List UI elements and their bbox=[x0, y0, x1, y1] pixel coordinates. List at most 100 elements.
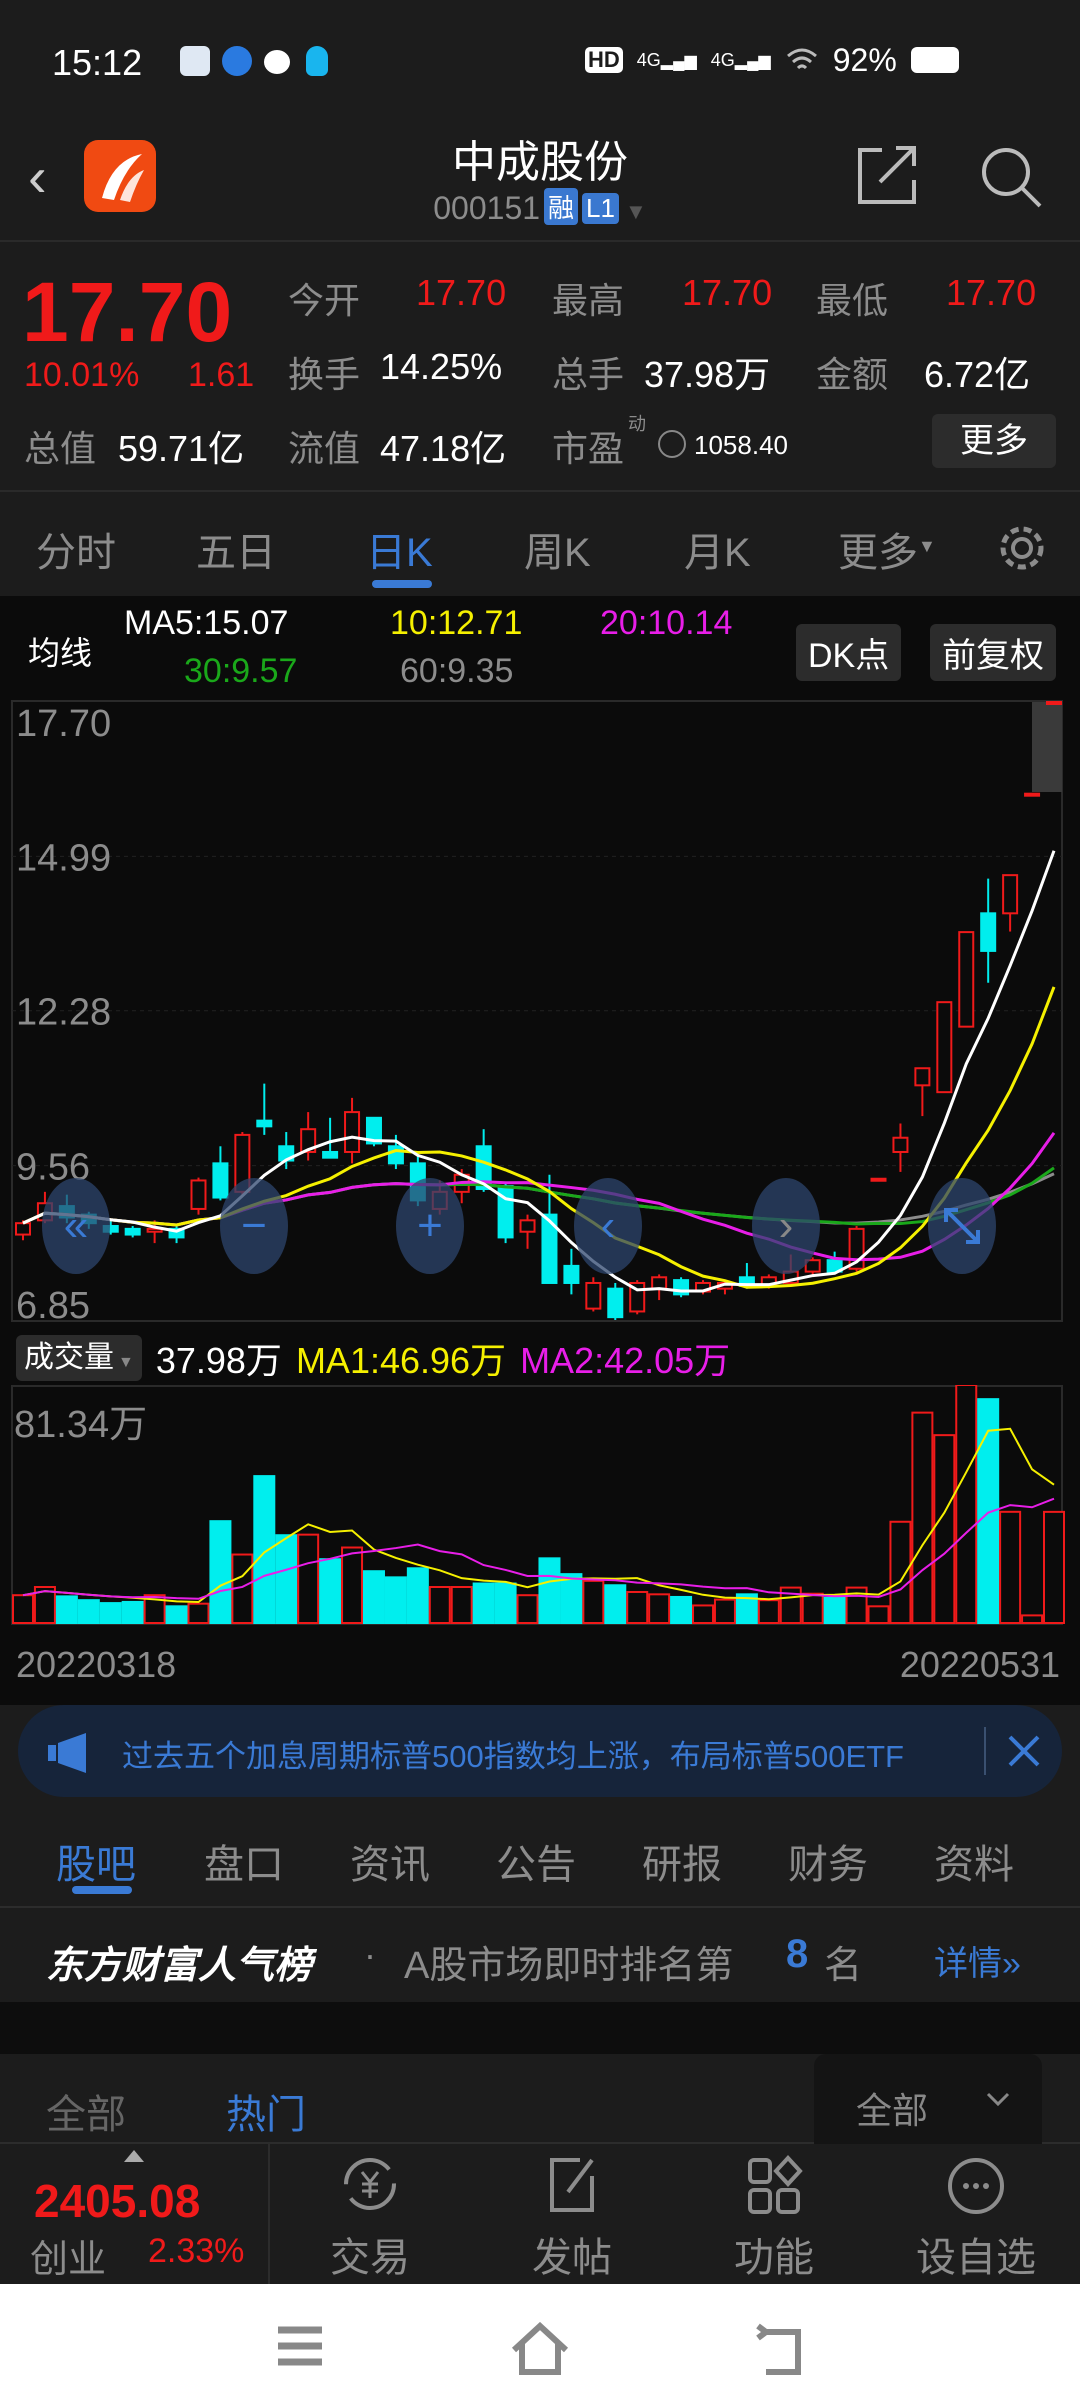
tab-weekly-k[interactable]: 周K bbox=[524, 531, 591, 575]
volume-bar bbox=[384, 1576, 407, 1625]
grid-icon bbox=[748, 2155, 803, 2214]
volume-bar bbox=[516, 1594, 539, 1624]
trade-button[interactable]: 交易 bbox=[290, 2152, 450, 2283]
home-icon[interactable] bbox=[508, 2322, 572, 2378]
index-change: 2.33% bbox=[148, 2232, 245, 2270]
high-label: 最高 bbox=[552, 280, 625, 321]
volume-bar bbox=[428, 1586, 451, 1625]
chevron-down-icon bbox=[986, 2092, 1010, 2107]
tab-profile[interactable]: 资料 bbox=[934, 1843, 1014, 1887]
float-cap-value: 47.18亿 bbox=[380, 428, 507, 469]
post-label: 发帖 bbox=[532, 2236, 612, 2280]
candle-down bbox=[387, 1145, 404, 1165]
wechat-icon bbox=[264, 50, 290, 74]
scroll-right-button[interactable]: › bbox=[752, 1178, 820, 1274]
tab-guba[interactable]: 股吧 bbox=[56, 1843, 136, 1887]
candle-down bbox=[541, 1213, 558, 1284]
fullscreen-button[interactable] bbox=[928, 1178, 996, 1274]
kline-chart[interactable]: 17.70 14.99 12.28 9.56 6.85 « − + ‹ › bbox=[0, 700, 1080, 1330]
banner-text[interactable]: 过去五个加息周期标普500指数均上涨，布局标普500ETF bbox=[122, 1739, 904, 1774]
candle-up bbox=[300, 1128, 317, 1153]
tab-financials[interactable]: 财务 bbox=[788, 1843, 868, 1887]
volume-bar bbox=[406, 1567, 429, 1625]
zoom-in-button[interactable]: + bbox=[396, 1178, 464, 1274]
ma10-line bbox=[22, 986, 1056, 1289]
volume-bar bbox=[77, 1599, 100, 1624]
details-link[interactable]: 详情» bbox=[934, 1936, 1021, 1985]
post-button[interactable]: 发帖 bbox=[492, 2152, 652, 2283]
settings-gear-icon[interactable] bbox=[996, 522, 1048, 574]
index-ticker[interactable]: 2405.08 创业 2.33% bbox=[0, 2144, 270, 2284]
post-filter: 全部 热门 全部 bbox=[0, 2054, 1080, 2144]
volume-bar bbox=[823, 1596, 846, 1624]
tab-more[interactable]: 更多▼ bbox=[838, 520, 936, 578]
scroll-left-button[interactable]: ‹ bbox=[574, 1178, 642, 1274]
volume-label: 总手 bbox=[552, 354, 625, 395]
more-options-icon[interactable] bbox=[658, 430, 686, 458]
volume-bar bbox=[955, 1384, 978, 1624]
price-adjust-button[interactable]: 前复权 bbox=[930, 624, 1056, 681]
volume-bar bbox=[253, 1475, 276, 1624]
app-logo bbox=[84, 140, 156, 212]
tab-intraday[interactable]: 分时 bbox=[36, 531, 116, 575]
share-icon[interactable] bbox=[856, 144, 918, 206]
candle-up bbox=[1024, 792, 1041, 797]
back-button[interactable]: ‹ bbox=[28, 145, 47, 208]
volume-indicator-label: 成交量 bbox=[24, 1340, 114, 1374]
tab-daily-k[interactable]: 日K bbox=[366, 531, 433, 575]
popularity-title: 东方财富人气榜 bbox=[46, 1945, 313, 1987]
more-circle-icon bbox=[948, 2158, 1004, 2214]
network-type: 4G bbox=[636, 49, 661, 70]
tab-order-book[interactable]: 盘口 bbox=[204, 1843, 284, 1887]
banner-divider bbox=[984, 1727, 986, 1775]
scroll-left-fast-button[interactable]: « bbox=[42, 1178, 110, 1274]
volume-bar bbox=[757, 1599, 780, 1624]
ma5-line bbox=[22, 850, 1056, 1293]
k-app-icon bbox=[222, 46, 252, 76]
menu-icon[interactable] bbox=[276, 2324, 324, 2368]
volume-bar bbox=[209, 1520, 232, 1624]
ad-banner[interactable]: 过去五个加息周期标普500指数均上涨，布局标普500ETF bbox=[18, 1705, 1062, 1797]
amount-label: 金额 bbox=[816, 354, 889, 395]
ma5-value: MA5:15.07 bbox=[124, 604, 289, 642]
tab-monthly-k[interactable]: 月K bbox=[684, 531, 751, 575]
dk-point-button[interactable]: DK点 bbox=[796, 624, 902, 681]
logo-icon bbox=[102, 154, 144, 202]
dropdown-icon: ▼ bbox=[624, 199, 647, 224]
volume-indicator-select[interactable]: 成交量 ▼ bbox=[16, 1334, 142, 1381]
volume-bar bbox=[648, 1593, 671, 1624]
volume-bar bbox=[538, 1557, 561, 1625]
change-percent: 10.01% bbox=[24, 356, 140, 394]
last-price: 17.70 bbox=[22, 265, 233, 359]
tab-news[interactable]: 资讯 bbox=[350, 1843, 430, 1887]
network-type: 4G bbox=[710, 49, 735, 70]
search-icon[interactable] bbox=[978, 144, 1044, 210]
stock-code-row[interactable]: 000151 融 L1 ▼ bbox=[0, 188, 1080, 227]
tab-five-day[interactable]: 五日 bbox=[196, 531, 276, 575]
popularity-row[interactable]: 东方财富人气榜 · A股市场即时排名第 8 名 详情» bbox=[0, 1910, 1080, 2002]
candle-up bbox=[804, 1259, 821, 1273]
tab-research[interactable]: 研报 bbox=[642, 1843, 722, 1887]
functions-button[interactable]: 功能 bbox=[694, 2152, 854, 2283]
candle-up bbox=[1046, 701, 1062, 705]
more-button[interactable]: 更多 bbox=[932, 414, 1056, 468]
volume-chart[interactable]: 81.34万 20220318 20220531 bbox=[0, 1384, 1080, 1705]
ranking-number: 8 bbox=[786, 1932, 809, 1976]
candle-up bbox=[519, 1219, 536, 1233]
sort-dropdown[interactable]: 全部 bbox=[814, 2054, 1042, 2144]
filter-hot[interactable]: 热门 bbox=[226, 2093, 306, 2137]
wifi-icon bbox=[786, 48, 817, 70]
add-watchlist-button[interactable]: 设自选 bbox=[896, 2152, 1056, 2283]
back-nav-icon[interactable] bbox=[752, 2322, 808, 2378]
filter-all[interactable]: 全部 bbox=[46, 2093, 126, 2137]
turnover-value: 14.25% bbox=[380, 346, 503, 387]
details-label: 详情 bbox=[934, 1945, 1002, 1983]
candle-up bbox=[1002, 874, 1019, 915]
tab-announcements[interactable]: 公告 bbox=[496, 1843, 576, 1887]
add-watchlist-label: 设自选 bbox=[916, 2236, 1036, 2280]
level1-badge: L1 bbox=[582, 193, 619, 224]
volume-bar bbox=[911, 1411, 934, 1625]
zoom-out-button[interactable]: − bbox=[220, 1178, 288, 1274]
close-icon[interactable] bbox=[1004, 1731, 1044, 1771]
